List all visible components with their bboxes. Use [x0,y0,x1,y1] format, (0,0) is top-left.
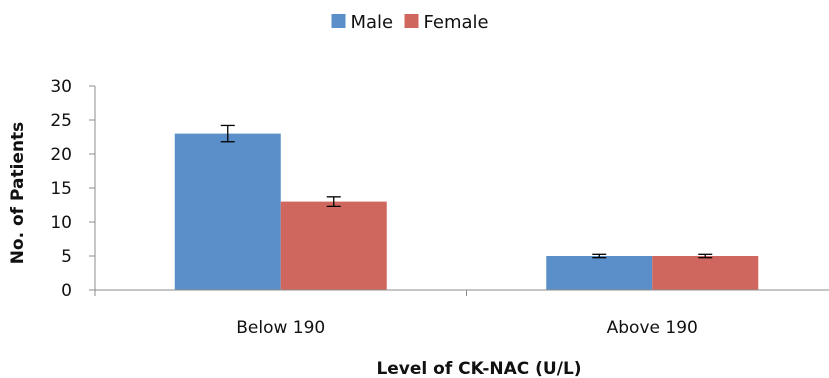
x-tick-label: Above 190 [607,318,698,338]
x-axis: Below 190 Above 190 [94,289,829,338]
legend: Male Female [331,12,489,33]
plot-area [174,124,759,290]
error-bar-male-2 [592,253,607,259]
y-tick-label: 10 [50,213,72,233]
y-tick-label: 5 [61,247,72,267]
bar-male-2 [546,256,653,290]
legend-label-female: Female [424,12,489,33]
legend-swatch-male [331,14,346,28]
error-bar-male-1 [220,124,235,143]
x-tick-label: Below 190 [236,318,325,338]
y-axis-title: No. of Patients [8,122,28,265]
y-axis: 0 5 10 15 20 25 30 [50,77,96,301]
bar-female-2 [652,256,759,290]
legend-label-male: Male [351,12,394,33]
y-tick-label: 30 [50,77,72,97]
error-bar-female-1 [326,196,341,208]
bar-female-1 [280,201,387,290]
y-tick-label: 0 [61,281,72,301]
legend-swatch-female [404,14,419,28]
y-tick-label: 15 [50,179,72,199]
bar-male-1 [174,133,281,290]
y-tick-label: 20 [50,145,72,165]
error-bar-female-2 [698,253,713,259]
x-axis-title: Level of CK-NAC (U/L) [376,359,581,378]
y-tick-label: 25 [50,111,72,131]
